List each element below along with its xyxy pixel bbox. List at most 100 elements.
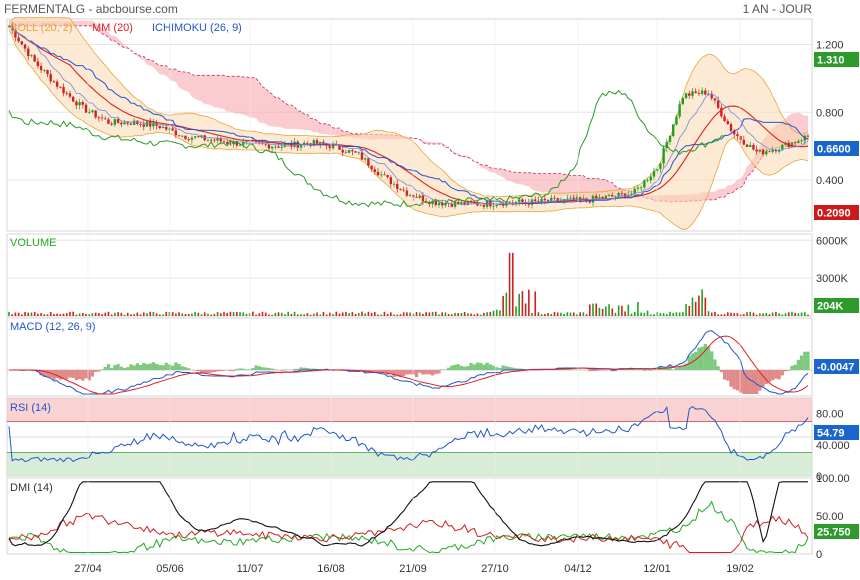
volume-bar — [155, 313, 158, 316]
candle-body — [392, 183, 396, 185]
candle-body — [219, 138, 222, 142]
candle-body — [177, 135, 181, 137]
candle-body — [639, 187, 643, 189]
volume-bar — [605, 306, 607, 316]
candle-body — [758, 149, 762, 152]
candle-body — [620, 193, 624, 194]
candle-body — [777, 149, 781, 152]
candle-body — [209, 139, 213, 141]
volume-bar — [69, 311, 71, 316]
volume-bar — [675, 312, 678, 316]
candle-body — [39, 65, 43, 71]
candle-body — [184, 135, 187, 140]
candle-body — [267, 144, 271, 149]
candle-body — [213, 139, 216, 141]
candle-body — [678, 104, 681, 117]
volume-bar — [33, 311, 36, 316]
volume-bar — [207, 313, 209, 316]
volume-bar — [515, 306, 517, 316]
candle-body — [357, 152, 360, 154]
volume-bar — [553, 311, 556, 316]
candle-body — [290, 143, 293, 147]
candle-body — [23, 44, 27, 49]
volume-bar — [701, 289, 703, 316]
volume-bar — [470, 313, 472, 316]
candle-body — [601, 197, 604, 199]
candle-body — [691, 91, 694, 96]
candle-body — [120, 122, 123, 125]
candle-body — [659, 163, 662, 169]
price-tick-label: 0.400 — [816, 175, 844, 187]
volume-bar — [733, 313, 735, 316]
volume-bar — [130, 314, 132, 316]
badge-price-last: 0.6600 — [814, 141, 859, 156]
legend-rsi: RSI (14) — [10, 402, 51, 414]
volume-bar — [749, 311, 752, 316]
candle-body — [232, 141, 235, 145]
volume-bar — [463, 311, 466, 316]
legend-volume: VOLUME — [10, 237, 56, 249]
volume-bar — [24, 311, 26, 316]
rsi-panel: RSI (14) 80.00 40.000 0 54.79 — [6, 397, 859, 483]
candle-body — [277, 146, 280, 148]
candle-body — [94, 110, 97, 118]
volume-bar — [357, 312, 360, 316]
candle-body — [373, 169, 377, 172]
volume-bar — [43, 314, 46, 316]
rsi-line — [8, 405, 809, 463]
candle-body — [521, 199, 524, 202]
volume-bar — [191, 313, 193, 316]
volume-bar — [88, 314, 91, 316]
volume-bar — [62, 313, 65, 316]
volume-bar — [107, 311, 110, 316]
legend-boll: BOLL (20, 2) — [10, 22, 73, 34]
volume-bar — [59, 314, 62, 316]
volume-bar — [698, 295, 700, 316]
dmi-series — [8, 481, 809, 554]
volume-bar — [682, 312, 684, 316]
volume-bar — [653, 314, 655, 316]
volume-bar — [662, 313, 665, 316]
volume-grid — [7, 239, 812, 279]
candle-body — [662, 147, 665, 164]
volume-bar — [139, 314, 142, 316]
volume-bar — [306, 313, 309, 316]
volume-bar — [37, 313, 39, 316]
candle-body — [578, 197, 582, 200]
candle-body — [405, 190, 409, 196]
volume-bar — [438, 314, 440, 316]
volume-bar — [319, 314, 322, 316]
dmi-plus-line — [8, 500, 809, 554]
volume-bar — [213, 313, 216, 316]
candle-body — [193, 136, 197, 138]
volume-bar — [762, 313, 764, 316]
volume-panel: VOLUME 6000K 3000K 204K — [6, 233, 859, 317]
candle-body — [630, 194, 633, 196]
candle-body — [206, 139, 210, 141]
candle-body — [338, 144, 341, 150]
candle-body — [768, 151, 771, 153]
volume-bar — [98, 313, 100, 316]
volume-bar — [524, 303, 527, 316]
candle-body — [800, 140, 803, 142]
candle-body — [254, 141, 258, 143]
badge-rsi-value: 54.79 — [817, 428, 845, 440]
candle-body — [781, 144, 784, 150]
volume-bar — [582, 312, 585, 316]
volume-bar — [120, 312, 123, 316]
volume-bar — [467, 313, 469, 316]
candle-body — [33, 55, 36, 62]
volume-bar — [226, 312, 229, 316]
candle-body — [222, 141, 226, 143]
candle-body — [415, 197, 418, 198]
volume-bar — [110, 314, 113, 316]
candle-body — [81, 102, 85, 105]
candle-body — [187, 139, 190, 140]
volume-bar — [759, 313, 761, 316]
candle-body — [700, 90, 704, 94]
candle-body — [110, 123, 113, 125]
candle-body — [322, 141, 325, 145]
volume-bar — [335, 311, 338, 316]
x-tick-label: 16/08 — [317, 563, 345, 575]
volume-bar — [329, 312, 331, 316]
